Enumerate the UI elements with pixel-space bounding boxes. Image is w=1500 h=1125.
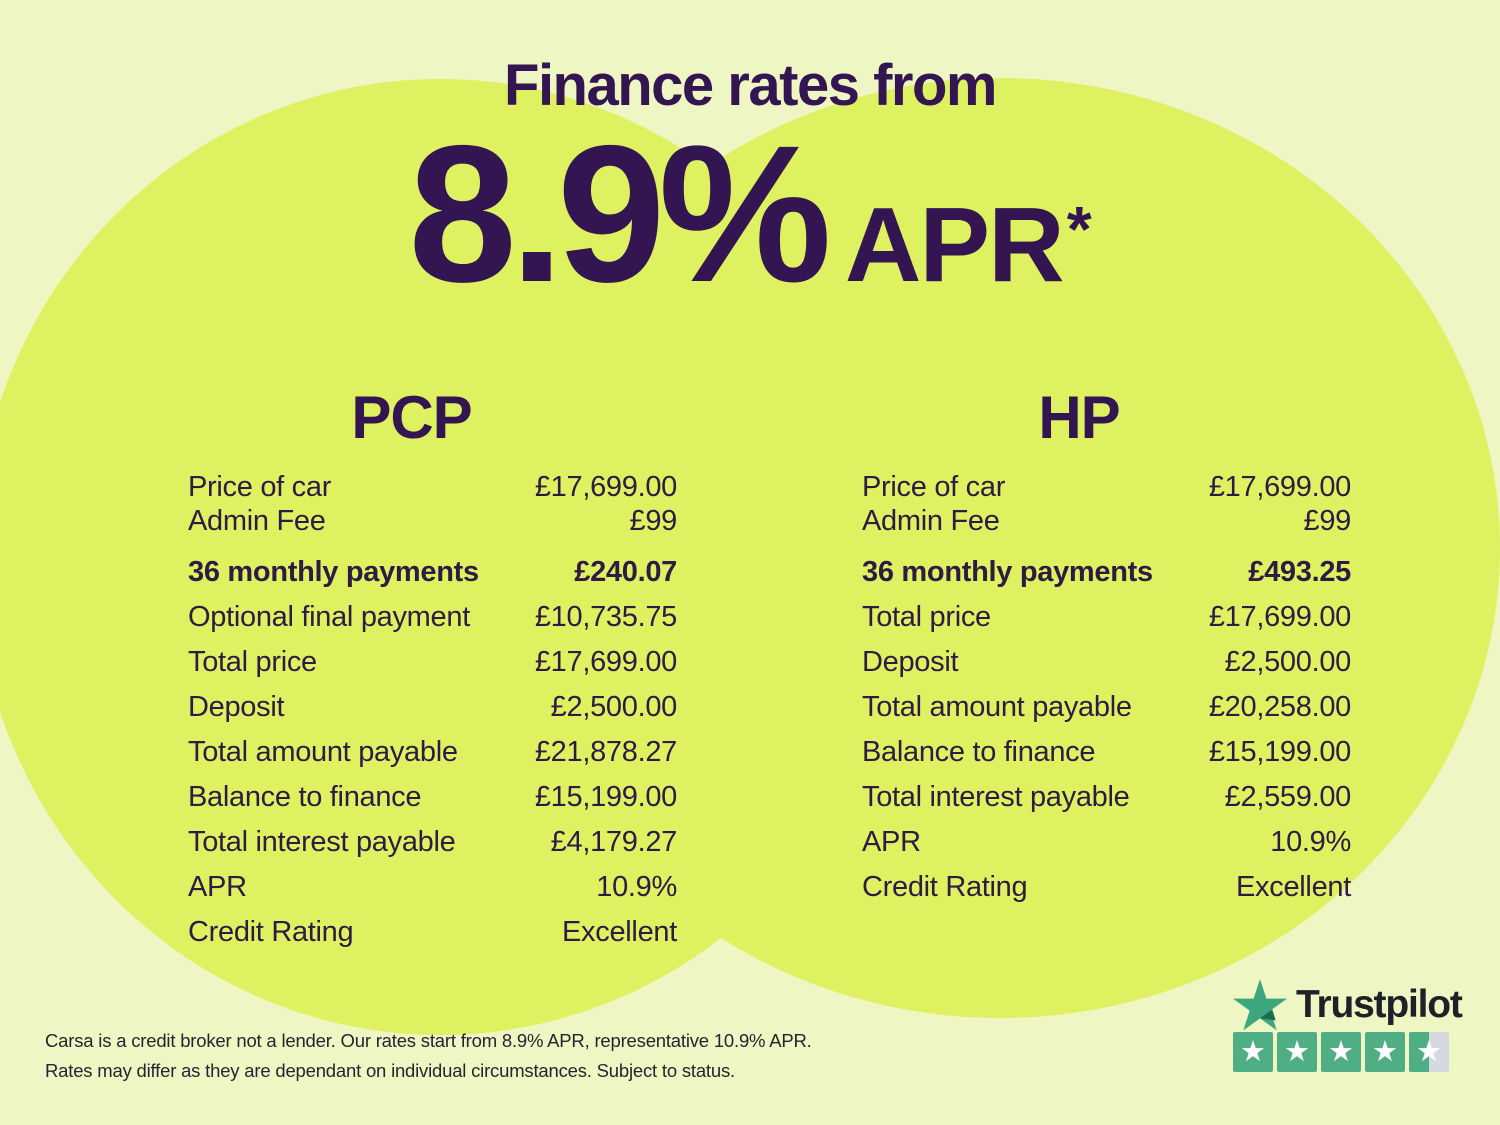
row-label: Deposit [862,646,959,678]
row-value: £2,500.00 [1224,646,1352,678]
row-label: APR [862,826,921,858]
rating-star-box: ★ [1321,1032,1361,1072]
hp-table: HP Price of car £17,699.00 Admin Fee £99 36 … [862,388,1351,910]
table-row: Total amount payable £21,878.27 [188,730,677,775]
row-label: Total interest payable [862,781,1130,813]
disclaimer-line-1: Carsa is a credit broker not a lender. O… [45,1030,812,1051]
row-label: 36 monthly payments [862,556,1153,588]
row-value: £20,258.00 [1208,691,1351,723]
rating-star-box: ★ [1233,1032,1273,1072]
row-label: Total price [188,646,317,678]
star-icon: ★ [1328,1033,1354,1068]
row-value: Excellent [1236,871,1351,903]
table-row: Total price £17,699.00 [188,640,677,685]
table-row: Optional final payment £10,735.75 [188,595,677,640]
row-label: Deposit [188,691,285,723]
row-value: £15,199.00 [534,781,677,813]
star-icon: ★ [1284,1033,1310,1068]
table-row: Admin Fee £99 [188,504,677,538]
row-value: £15,199.00 [1208,736,1351,768]
table-row: APR 10.9% [188,865,677,910]
row-label: Price of car [862,471,1006,503]
rating-star-box: ★ [1409,1032,1449,1072]
star-icon: ★ [1416,1033,1442,1068]
row-value: Excellent [562,916,677,948]
row-label: Optional final payment [188,601,470,633]
background-circle-right [500,78,1500,1018]
star-icon: ★ [1372,1033,1398,1068]
hp-table-rows: Price of car £17,699.00 Admin Fee £99 36 mon… [862,470,1351,910]
star-icon: ★ [1240,1033,1266,1068]
row-label: Credit Rating [862,871,1028,903]
row-value: 10.9% [1270,826,1351,858]
trustpilot-brand-text: Trustpilot [1296,983,1463,1026]
disclaimer-line-2: Rates may differ as they are dependant o… [45,1060,735,1081]
row-label: Balance to finance [862,736,1096,768]
table-row: 36 monthly payments £240.07 [188,550,677,595]
row-value: £17,699.00 [1208,601,1351,633]
trustpilot-star-icon [1233,978,1287,1031]
table-row: APR 10.9% [862,820,1351,865]
row-label: Total interest payable [188,826,456,858]
table-row: Credit Rating Excellent [862,865,1351,910]
trustpilot-star-rating: ★ ★ ★ ★ ★ [1233,1032,1449,1072]
row-label: Total price [862,601,991,633]
disclaimer: Carsa is a credit broker not a lender. O… [45,1026,812,1086]
table-row: Balance to finance £15,199.00 [862,730,1351,775]
row-label: APR [188,871,247,903]
row-value: £99 [629,505,678,537]
row-value: £2,500.00 [550,691,678,723]
page-title: Finance rates from [504,53,997,118]
row-value: £493.25 [1248,556,1351,588]
row-label: Price of car [188,471,332,503]
table-row: Balance to finance £15,199.00 [188,775,677,820]
row-value: £17,699.00 [534,471,677,503]
row-label: Admin Fee [862,505,1000,537]
row-label: Balance to finance [188,781,422,813]
row-value: £21,878.27 [534,736,677,768]
row-label: Credit Rating [188,916,354,948]
table-row: Credit Rating Excellent [188,910,677,955]
headline: 8.9% APR * [0,112,1500,317]
row-value: £2,559.00 [1224,781,1352,813]
headline-apr-label: APR [844,186,1065,304]
pcp-table: PCP Price of car £17,699.00 Admin Fee £99 36… [188,388,677,955]
headline-rate: 8.9% [408,105,831,323]
trustpilot-logo: Trustpilot [1233,978,1463,1032]
row-value: 10.9% [596,871,677,903]
table-row: Total amount payable £20,258.00 [862,685,1351,730]
table-row: Total price £17,699.00 [862,595,1351,640]
table-row: Price of car £17,699.00 [862,470,1351,504]
row-label: Total amount payable [862,691,1132,723]
hp-table-title: HP [1038,384,1120,451]
table-row: Deposit £2,500.00 [862,640,1351,685]
row-value: £10,735.75 [534,601,677,633]
row-value: £240.07 [574,556,677,588]
row-value: £17,699.00 [534,646,677,678]
pcp-table-title: PCP [351,384,472,451]
table-row: Total interest payable £4,179.27 [188,820,677,865]
row-label: Admin Fee [188,505,326,537]
row-value: £4,179.27 [550,826,678,858]
headline-asterisk: * [1066,193,1092,265]
table-row: Total interest payable £2,559.00 [862,775,1351,820]
table-row: Price of car £17,699.00 [188,470,677,504]
pcp-table-rows: Price of car £17,699.00 Admin Fee £99 36 mon… [188,470,677,955]
table-row: 36 monthly payments £493.25 [862,550,1351,595]
table-row: Admin Fee £99 [862,504,1351,538]
row-value: £99 [1303,505,1352,537]
rating-star-box: ★ [1277,1032,1317,1072]
row-label: 36 monthly payments [188,556,479,588]
table-row: Deposit £2,500.00 [188,685,677,730]
row-label: Total amount payable [188,736,458,768]
row-value: £17,699.00 [1208,471,1351,503]
rating-star-box: ★ [1365,1032,1405,1072]
